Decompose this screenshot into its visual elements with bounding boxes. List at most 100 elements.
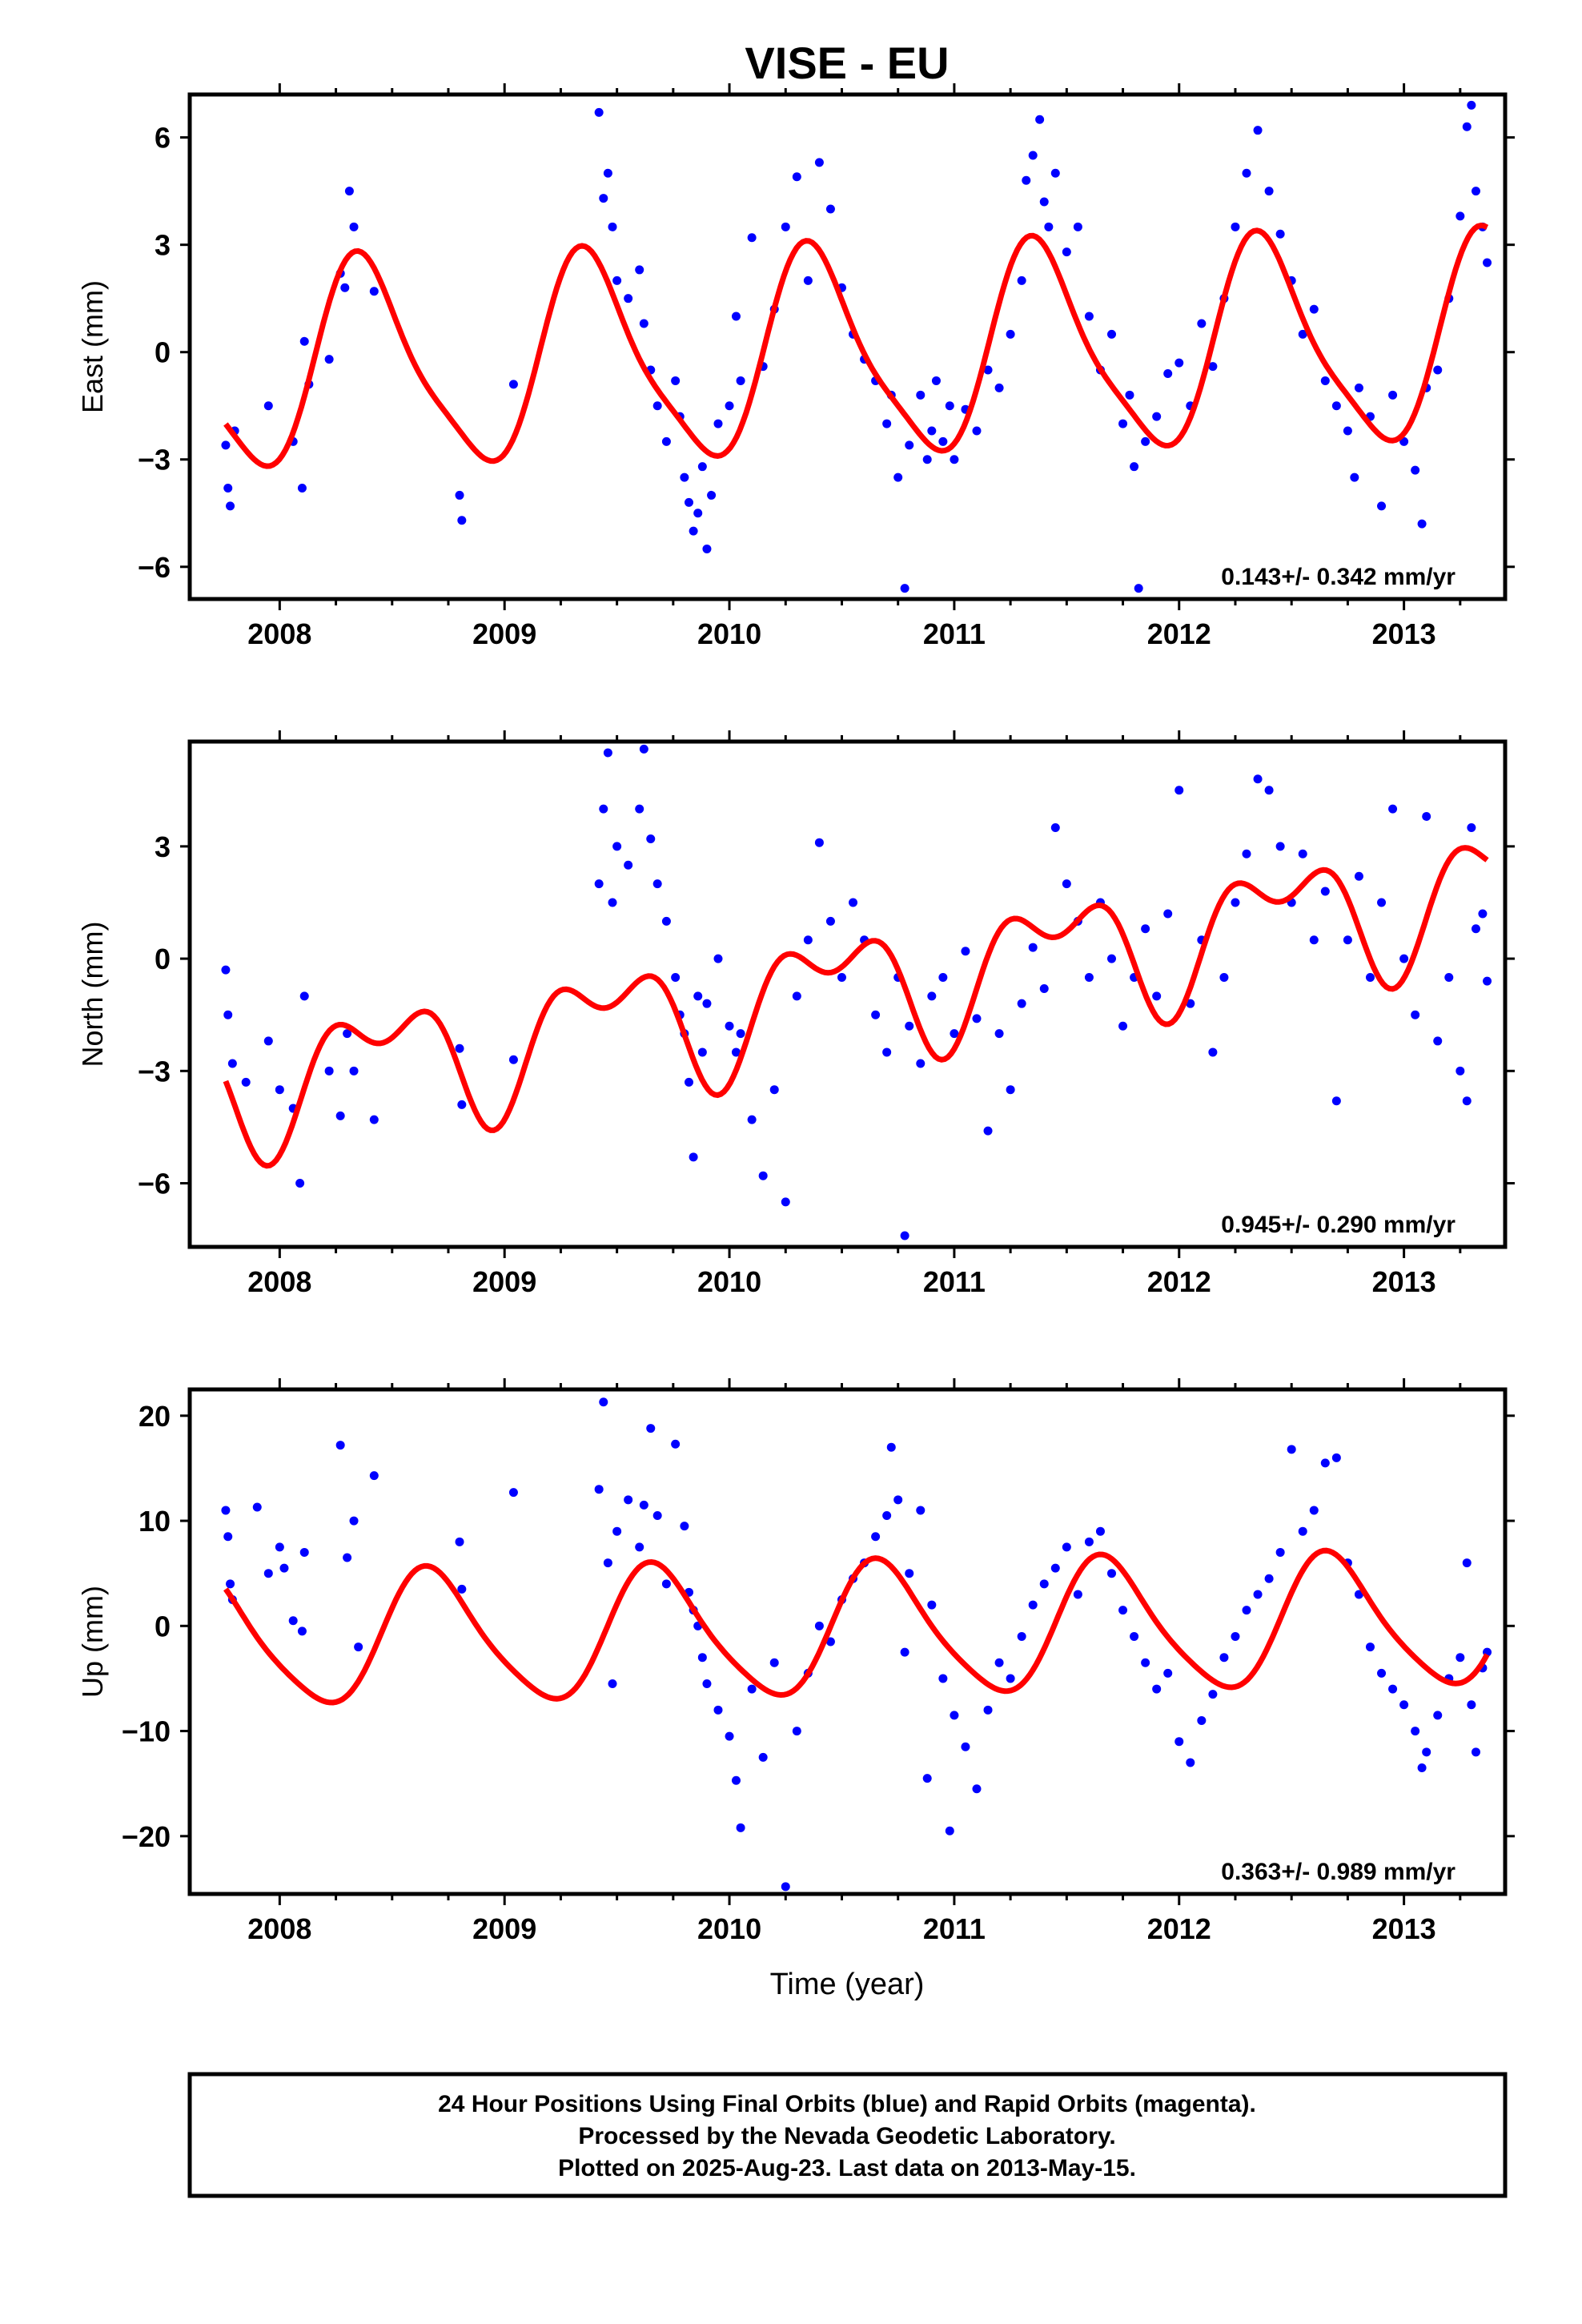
data-points — [221, 100, 1492, 593]
data-point — [223, 483, 233, 493]
data-point — [938, 1674, 948, 1683]
y-axis-label: North (mm) — [76, 922, 109, 1068]
data-points — [221, 744, 1492, 1240]
data-point — [1483, 258, 1492, 267]
data-point — [1264, 786, 1274, 795]
data-point — [747, 1684, 757, 1694]
data-point — [731, 312, 741, 321]
data-point — [1017, 999, 1026, 1008]
data-point — [1298, 1526, 1307, 1536]
data-point — [893, 472, 903, 482]
data-point — [1377, 501, 1387, 511]
data-point — [661, 1579, 671, 1589]
data-point — [961, 947, 970, 956]
data-point — [671, 972, 681, 982]
data-point — [1399, 954, 1409, 963]
data-point — [983, 1126, 993, 1136]
data-point — [652, 401, 662, 411]
data-point — [900, 584, 909, 593]
data-point — [1062, 247, 1071, 257]
data-point — [1399, 1700, 1409, 1710]
data-point — [871, 1532, 881, 1542]
data-point — [882, 419, 892, 428]
x-tick-label: 2013 — [1372, 1912, 1436, 1945]
data-point — [1253, 126, 1263, 135]
data-point — [1343, 426, 1352, 436]
data-point — [938, 436, 948, 446]
data-point — [731, 1047, 741, 1057]
data-point — [758, 1752, 768, 1762]
data-point — [849, 898, 858, 907]
data-point — [1467, 100, 1476, 110]
data-point — [1084, 1537, 1094, 1546]
data-point — [747, 1115, 757, 1124]
data-point — [927, 426, 937, 436]
data-point — [646, 1424, 656, 1433]
data-point — [916, 390, 926, 400]
data-point — [886, 1442, 896, 1452]
data-point — [1050, 1563, 1060, 1573]
data-point — [1039, 197, 1049, 207]
data-point — [1411, 1010, 1420, 1019]
data-point — [1467, 1700, 1476, 1710]
data-point — [684, 1077, 693, 1087]
data-point — [697, 1653, 707, 1663]
data-point — [781, 222, 790, 231]
data-point — [608, 898, 617, 907]
data-point — [972, 426, 982, 436]
y-axis-label: East (mm) — [76, 280, 109, 413]
data-point — [697, 462, 707, 472]
plot-frame — [187, 92, 1508, 601]
data-point — [1365, 1642, 1375, 1652]
data-point — [508, 1488, 518, 1498]
y-tick-label: −6 — [138, 551, 171, 584]
data-point — [1208, 362, 1218, 372]
x-tick-label: 2008 — [247, 1265, 311, 1298]
data-point — [731, 1775, 741, 1785]
y-tick-label: 6 — [155, 122, 171, 155]
data-point — [1130, 1631, 1139, 1641]
data-point — [871, 1010, 881, 1019]
x-tick-label: 2009 — [472, 617, 536, 650]
data-point — [639, 744, 648, 754]
data-point — [508, 1055, 518, 1064]
fit-curve — [223, 222, 1489, 469]
footer-line-3: Plotted on 2025-Aug-23. Last data on 201… — [558, 2155, 1136, 2181]
footer-line-2: Processed by the Nevada Geodetic Laborat… — [578, 2123, 1115, 2149]
data-point — [1275, 1547, 1285, 1557]
data-point — [1197, 319, 1207, 328]
data-point — [693, 991, 703, 1001]
data-point — [299, 1547, 309, 1557]
data-point — [635, 265, 644, 275]
data-point — [221, 440, 231, 450]
y-tick-label: 0 — [155, 336, 171, 369]
data-point — [713, 419, 723, 428]
data-point — [702, 999, 712, 1008]
data-point — [635, 804, 644, 814]
data-point — [1309, 1506, 1319, 1515]
data-point — [1242, 1606, 1251, 1615]
data-point — [1309, 304, 1319, 314]
data-point — [1039, 983, 1049, 993]
data-point — [1118, 1606, 1128, 1615]
data-point — [1152, 1684, 1162, 1694]
data-point — [1456, 1653, 1465, 1663]
data-point — [324, 1066, 334, 1076]
data-point — [297, 483, 307, 493]
data-point — [680, 1522, 689, 1531]
data-point — [671, 376, 681, 385]
data-point — [1462, 1096, 1472, 1106]
data-point — [1388, 390, 1398, 400]
y-tick-label: −20 — [122, 1820, 171, 1853]
data-point — [223, 1532, 233, 1542]
data-point — [1152, 412, 1162, 421]
x-tick-label: 2012 — [1147, 1265, 1211, 1298]
data-point — [900, 1231, 909, 1240]
data-point — [1231, 1631, 1240, 1641]
data-point — [825, 916, 835, 926]
fit-curve — [223, 845, 1489, 1169]
data-point — [1107, 954, 1117, 963]
data-point — [1411, 1727, 1420, 1736]
x-axis-label: Time (year) — [770, 1968, 925, 2001]
